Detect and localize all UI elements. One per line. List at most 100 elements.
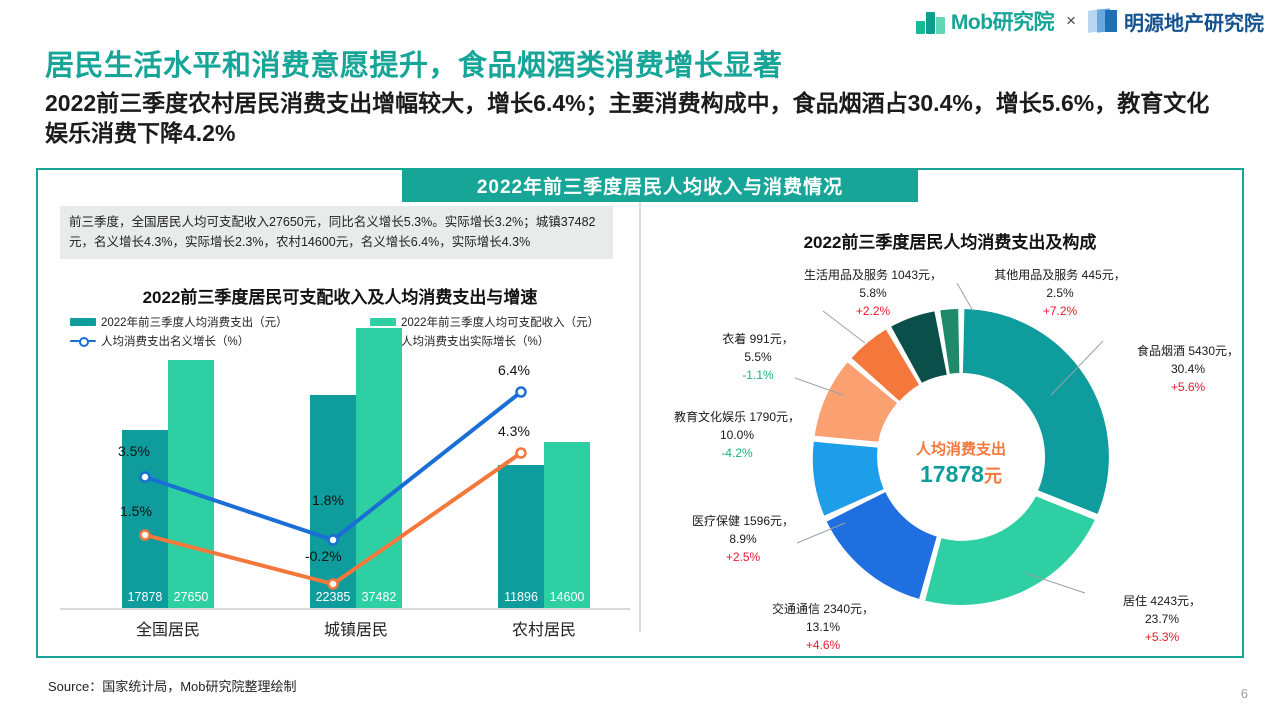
- slice-pct: 2.5%: [1046, 286, 1074, 300]
- cross-symbol: ×: [1066, 11, 1076, 30]
- slice-change: +7.2%: [1042, 304, 1078, 318]
- point-label-real-urban: -0.2%: [305, 548, 342, 564]
- donut-chart: 人均消费支出 17878元: [655, 255, 1245, 655]
- data-point: [139, 471, 151, 483]
- bar-chart-plot: 17878 27650 22385 37482 11896 14600: [60, 328, 630, 610]
- slice-pct: 13.1%: [805, 620, 841, 634]
- legend-item-income-bar: 2022年前三季度人均可支配收入（元）: [370, 312, 599, 331]
- bar-income-rural: 14600: [544, 442, 590, 610]
- slice-name-amount: 教育文化娱乐 1790元，: [673, 410, 801, 424]
- bar-value-label: 17878: [127, 590, 163, 604]
- slice-pct: 8.9%: [729, 532, 757, 546]
- donut-slice-education: [814, 362, 898, 442]
- partner-brand: 明源地产研究院: [1088, 7, 1264, 36]
- slice-change: +5.3%: [1144, 630, 1180, 644]
- slice-pct: 30.4%: [1170, 362, 1206, 376]
- legend-swatch-icon: [70, 317, 96, 326]
- x-label-national: 全国居民: [135, 622, 200, 639]
- nominal-growth-line: [144, 390, 523, 542]
- section-banner: 2022年前三季度居民人均收入与消费情况: [402, 168, 918, 202]
- source-note: Source：国家统计局，Mob研究院整理绘制: [48, 679, 297, 694]
- donut-center-label: 人均消费支出 17878元: [881, 441, 1041, 489]
- slice-change: +2.2%: [855, 304, 891, 318]
- donut-chart-title: 2022前三季度居民人均消费支出及构成: [803, 233, 1097, 252]
- real-growth-line: [144, 451, 523, 586]
- donut-svg: [794, 282, 1109, 605]
- slice-pct: 5.8%: [859, 286, 887, 300]
- donut-slice-transport: [826, 492, 937, 599]
- point-label-nominal-urban: 1.8%: [312, 492, 344, 508]
- slice-name-amount: 其他用品及服务 445元，: [994, 268, 1126, 282]
- donut-slice-housing: [925, 496, 1095, 605]
- bar-consumption-national: 17878: [122, 430, 168, 610]
- bar-value-label: 11896: [504, 590, 538, 604]
- legend-item-consumption-bar: 2022年前三季度人均消费支出（元）: [70, 312, 370, 331]
- slice-pct: 23.7%: [1144, 612, 1180, 626]
- bar-value-label: 14600: [549, 590, 585, 604]
- bar-chart-logo-icon: [915, 8, 946, 34]
- mob-brand: Mob研究院: [915, 6, 1055, 36]
- bar-value-label: 27650: [173, 590, 209, 604]
- donut-label-food: 食品烟酒 5430元， 30.4% +5.6%: [1118, 342, 1258, 396]
- donut-label-housing: 居住 4243元， 23.7% +5.3%: [1092, 592, 1232, 646]
- mob-brand-label: Mob研究院: [950, 11, 1055, 34]
- slice-name-amount: 生活用品及服务 1043元，: [803, 268, 943, 282]
- bar-chart-title: 2022前三季度居民可支配收入及人均消费支出与增速: [142, 288, 538, 307]
- point-label-real-national: 1.5%: [120, 503, 152, 519]
- slice-pct: 5.5%: [744, 350, 772, 364]
- donut-label-household: 生活用品及服务 1043元， 5.8% +2.2%: [798, 266, 948, 320]
- legend-label: 人均消费支出实际增长（%）: [401, 335, 550, 348]
- donut-center-value: 17878: [920, 460, 984, 487]
- donut-slice-household: [891, 311, 947, 383]
- donut-slice-clothing: [851, 329, 919, 401]
- slice-change: -1.1%: [742, 368, 774, 382]
- brand-header: Mob研究院 × 明源地产研究院: [915, 6, 1264, 36]
- legend-swatch-icon: [370, 317, 396, 326]
- legend-item-nominal-growth-line: 人均消费支出名义增长（%）: [70, 331, 370, 350]
- slice-name-amount: 医疗保健 1596元，: [691, 514, 795, 528]
- note-box: 前三季度，全国居民人均可支配收入27650元，同比名义增长5.3%。实际增长3.…: [60, 206, 613, 259]
- data-point: [327, 534, 339, 546]
- page-number: 6: [1240, 686, 1248, 701]
- leader-lines: [794, 282, 1104, 594]
- slice-name-amount: 居住 4243元，: [1122, 594, 1202, 608]
- bar-chart-axis-line: [60, 608, 630, 610]
- bar-income-national: 27650: [168, 360, 214, 610]
- slice-name-amount: 衣着 991元，: [722, 332, 794, 346]
- slice-change: +2.5%: [725, 550, 761, 564]
- x-label-urban: 城镇居民: [323, 622, 388, 639]
- point-label-nominal-rural: 6.4%: [498, 362, 530, 378]
- legend-line-icon: [70, 336, 96, 347]
- line-series-svg: [139, 386, 527, 590]
- slice-name-amount: 交通通信 2340元，: [771, 602, 875, 616]
- slice-change: +4.6%: [805, 638, 841, 652]
- slice-change: +5.6%: [1170, 380, 1206, 394]
- bar-chart-x-labels: 全国居民 城镇居民 农村居民: [60, 616, 630, 646]
- partner-brand-label: 明源地产研究院: [1124, 12, 1264, 35]
- point-label-nominal-national: 3.5%: [118, 443, 150, 459]
- card-divider: [639, 196, 641, 632]
- bar-value-label: 22385: [315, 590, 351, 604]
- donut-center-unit: 元: [983, 465, 1002, 486]
- donut-center-title: 人均消费支出: [915, 441, 1006, 458]
- data-point: [515, 447, 527, 459]
- donut-label-other: 其他用品及服务 445元， 2.5% +7.2%: [985, 266, 1135, 320]
- book-stack-logo-icon: [1088, 8, 1118, 34]
- donut-slice-medical: [812, 441, 884, 516]
- page-title: 居民生活水平和消费意愿提升，食品烟酒类消费增长显著: [45, 50, 783, 82]
- bar-chart-legend: 2022年前三季度人均消费支出（元） 2022年前三季度人均可支配收入（元） 人…: [70, 312, 630, 350]
- donut-slice-other: [940, 309, 960, 374]
- x-label-rural: 农村居民: [511, 622, 576, 639]
- slice-pct: 10.0%: [719, 428, 755, 442]
- donut-slice-food: [962, 309, 1109, 514]
- slice-name-amount: 食品烟酒 5430元，: [1136, 344, 1240, 358]
- slice-change: -4.2%: [721, 446, 753, 460]
- donut-label-medical: 医疗保健 1596元， 8.9% +2.5%: [672, 512, 814, 566]
- page-subtitle: 2022前三季度农村居民消费支出增幅较大，增长6.4%；主要消费构成中，食品烟酒…: [45, 90, 1210, 147]
- data-point: [139, 529, 151, 541]
- legend-label: 人均消费支出名义增长（%）: [101, 335, 250, 348]
- bar-value-label: 37482: [361, 590, 397, 604]
- donut-label-clothing: 衣着 991元， 5.5% -1.1%: [700, 330, 816, 384]
- data-point: [515, 386, 527, 398]
